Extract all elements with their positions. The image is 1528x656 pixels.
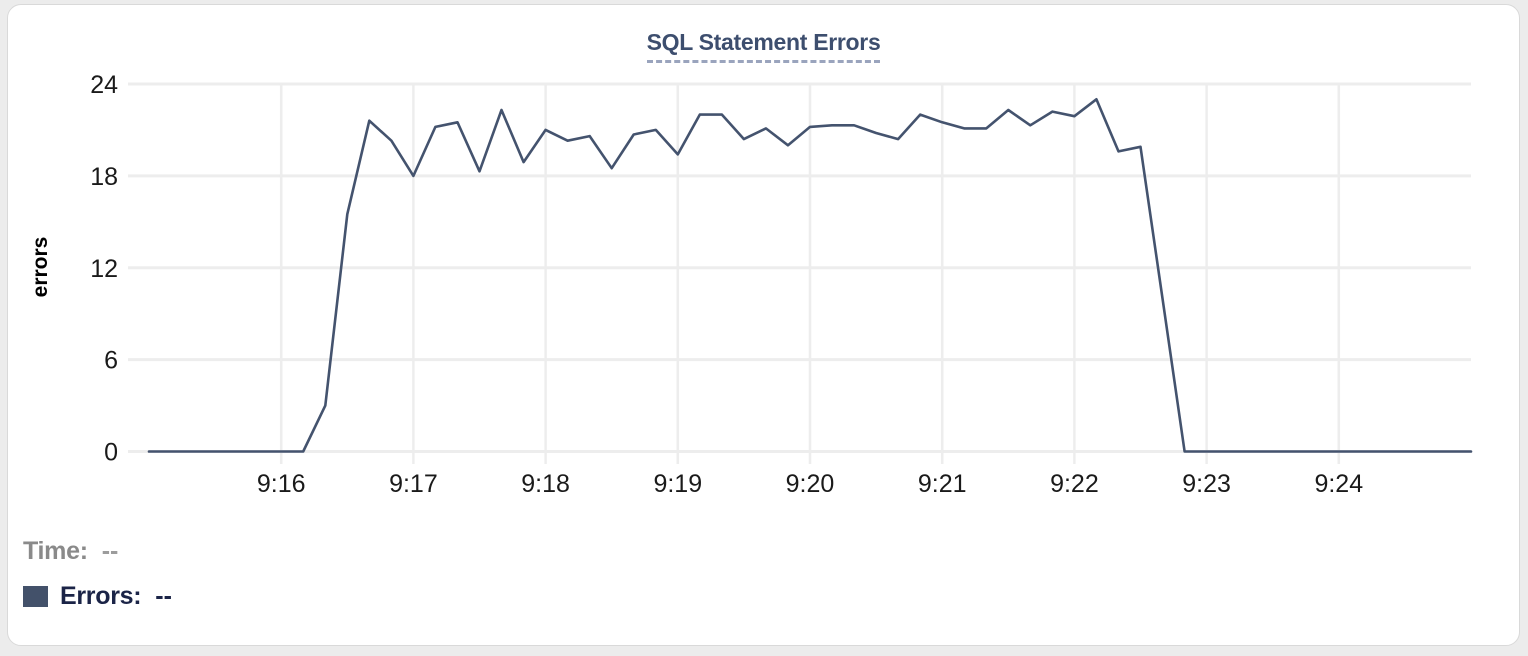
chart-header: SQL Statement Errors bbox=[8, 29, 1519, 63]
y-tick-label: 0 bbox=[104, 439, 118, 467]
y-tick-label: 12 bbox=[90, 255, 118, 283]
errors-series-line bbox=[147, 98, 1473, 453]
errors-series-swatch bbox=[23, 585, 48, 607]
y-tick-label: 6 bbox=[104, 347, 118, 375]
legend-row-time: Time: -- bbox=[23, 536, 172, 566]
legend-time-label: Time: bbox=[23, 537, 88, 565]
legend-errors-value: -- bbox=[155, 582, 172, 610]
y-axis-label: errors bbox=[29, 237, 52, 298]
legend-errors-label: Errors: bbox=[60, 582, 142, 610]
x-tick-label: 9:16 bbox=[257, 470, 306, 498]
x-tick-label: 9:23 bbox=[1182, 470, 1231, 498]
x-tick-label: 9:19 bbox=[653, 470, 702, 498]
gridlines bbox=[128, 82, 1471, 464]
chart-legend: Time: -- Errors: -- bbox=[23, 536, 172, 611]
x-tick-label: 9:22 bbox=[1050, 470, 1099, 498]
y-tick-label: 24 bbox=[90, 71, 118, 99]
y-tick-label: 18 bbox=[90, 163, 118, 191]
legend-time-value: -- bbox=[101, 537, 119, 565]
x-tick-label: 9:21 bbox=[918, 470, 967, 498]
chart-title[interactable]: SQL Statement Errors bbox=[646, 29, 881, 63]
x-tick-label: 9:17 bbox=[389, 470, 438, 498]
axis-tick-labels: 0 6 12 18 24 9:16 9:17 9:18 9:19 9:20 9:21 9:22 9:23… bbox=[90, 71, 1363, 498]
legend-row-errors[interactable]: Errors: -- bbox=[23, 581, 172, 611]
x-tick-label: 9:18 bbox=[521, 470, 570, 498]
chart-card: SQL Statement Errors 0 6 12 18 24 9:16 9:17 9:1… bbox=[7, 4, 1520, 646]
x-tick-label: 9:20 bbox=[786, 470, 835, 498]
x-tick-label: 9:24 bbox=[1314, 470, 1363, 498]
